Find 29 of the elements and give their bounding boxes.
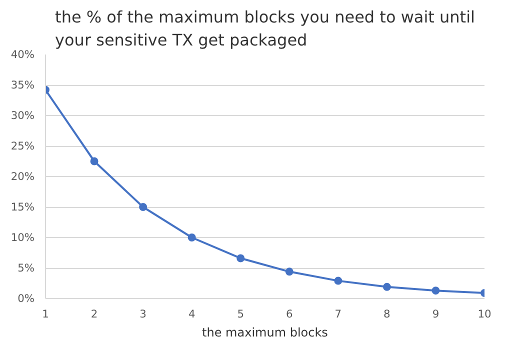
y-tick-label: 20% [10,170,34,183]
point [188,234,196,242]
point [382,282,391,291]
y-tick-label: 0% [18,292,34,305]
point [432,286,440,295]
y-tick-label: 25% [10,140,34,152]
x-axis-title: the maximum blocks [202,326,328,340]
y-tick-label: 30% [10,109,34,122]
x-tick-label: 3 [140,308,146,320]
x-tick-label: 8 [384,308,391,320]
x-tick-label: 4 [188,308,196,320]
x-tick-label: 5 [237,308,244,320]
x-tick-label: 6 [286,308,293,320]
y-tick-label: 10% [10,231,34,244]
point [236,254,245,262]
point [334,276,342,285]
point [285,268,294,276]
y-tick-label: 35% [10,78,34,92]
x-tick-label: 2 [90,308,98,320]
y-tick-label: 5% [18,262,34,274]
y-tick-label: 15% [10,200,34,214]
point [90,157,98,166]
x-tick-label: 10 [478,308,492,320]
x-tick-label: 7 [334,308,342,320]
x-tick-label: 9 [432,308,440,320]
point [139,203,148,211]
chart-title: the % of the maximum blocks you need to wait until your sensitive TX get packaged [55,8,475,50]
y-tick-label: 40% [10,48,34,61]
x-tick-label: 1 [42,308,49,320]
